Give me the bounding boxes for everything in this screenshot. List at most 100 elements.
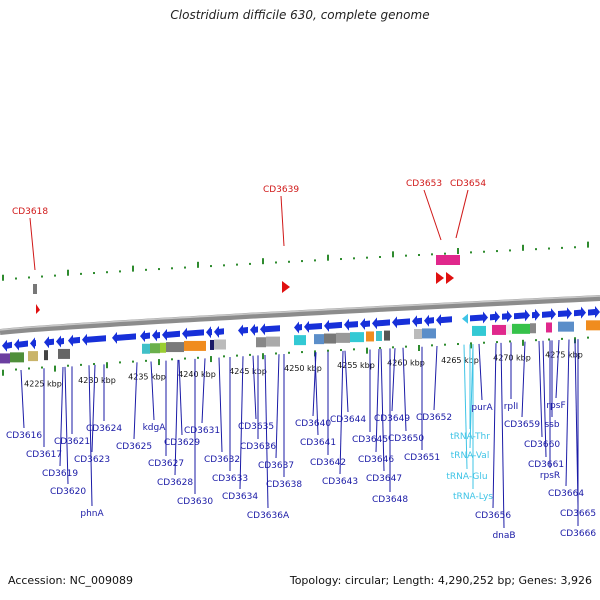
inner-tick (158, 359, 160, 366)
label-line (314, 352, 319, 436)
gene-label: dnaB (492, 531, 515, 541)
inner-tick (171, 358, 173, 361)
gene-label: CD3643 (322, 477, 358, 487)
outer-tick (249, 262, 251, 265)
scale-ticks (2, 241, 589, 376)
annotation-box (266, 336, 280, 347)
inner-tick (197, 356, 199, 359)
annotation-track (0, 320, 600, 364)
annotation-box (546, 322, 552, 333)
gene-arrow (2, 339, 12, 352)
gene-arrow (392, 316, 410, 329)
inner-tick (262, 353, 264, 360)
inner-tick (548, 338, 550, 341)
annotation-box (512, 323, 530, 334)
gene-label: CD3641 (300, 438, 336, 448)
gene-label: CD3636A (247, 511, 290, 521)
annotation-box (150, 343, 160, 354)
gene-arrow (514, 309, 530, 322)
gene-label: CD3656 (475, 511, 511, 521)
outer-tick (301, 260, 303, 263)
annotation-box (350, 332, 364, 343)
annotation-box (0, 353, 10, 364)
gene-label: CD3631 (184, 426, 220, 436)
gene-label: phnA (80, 509, 104, 519)
label-line (344, 350, 349, 413)
annotation-box (384, 330, 390, 341)
scale-label: 4275 kbp (545, 351, 583, 360)
scale-label: 4255 kbp (337, 361, 375, 370)
outer-tick (431, 253, 433, 256)
outer-tick (548, 247, 550, 250)
inner-tick (405, 345, 407, 348)
outer-tick (184, 266, 186, 269)
label-line (201, 358, 206, 424)
gene-arrow (502, 310, 512, 323)
label-line (339, 350, 344, 475)
inner-tick (496, 341, 498, 344)
gene-label: purA (471, 403, 493, 413)
label-line (565, 339, 570, 487)
label-line (252, 355, 257, 420)
gene-arrow (574, 306, 586, 319)
gene-label: CD3624 (86, 424, 122, 434)
gene-label: CD3638 (266, 480, 302, 490)
label-line (538, 340, 543, 438)
outer-tick (54, 274, 56, 277)
gene-arrow (140, 330, 150, 343)
label-line (264, 355, 269, 509)
inner-tick (444, 343, 446, 346)
label-line (239, 356, 244, 490)
inner-tick (340, 349, 342, 352)
gene-label: rpsR (540, 471, 560, 481)
outer-tick (119, 270, 121, 273)
scale-label: 4240 kbp (178, 370, 216, 379)
label-line (88, 365, 93, 507)
gene-arrow (214, 325, 224, 338)
gene-arrow (162, 328, 180, 341)
map-title: Clostridium difficile 630, complete geno… (170, 8, 430, 22)
gene-label: CD3637 (258, 461, 294, 471)
gene-label: CD3649 (374, 414, 410, 424)
gene-label: CD3664 (548, 489, 584, 499)
scale-label: 4260 kbp (387, 359, 425, 368)
gene-label: tRNA-Thr (450, 432, 490, 442)
inner-tick (28, 367, 30, 370)
gene-label: rplI (504, 402, 519, 412)
outer-tick (41, 275, 43, 278)
inner-tick (301, 351, 303, 354)
gene-label: CD3632 (204, 455, 240, 465)
gene-label: rpsF (546, 401, 565, 411)
outer-tick (392, 251, 394, 258)
annotation-box (184, 340, 206, 351)
gene-label: tRNA-Lys (453, 492, 493, 502)
gene-label: CD3651 (404, 453, 440, 463)
annotation-box (160, 342, 166, 353)
label-line (178, 359, 183, 436)
outer-tick (197, 261, 199, 268)
inner-tick (353, 348, 355, 351)
gene-label: ssb (544, 420, 559, 430)
gene-arrow (250, 323, 258, 336)
inner-tick (535, 339, 537, 342)
annotation-box (314, 334, 324, 345)
cd3653-arrow (436, 272, 444, 284)
gene-label: CD3635 (238, 422, 274, 432)
inner-tick (470, 342, 472, 349)
outer-tick (470, 251, 472, 254)
gene-label: CD3623 (74, 455, 110, 465)
cd3639-arrow (282, 281, 290, 293)
top-features: CD3618 CD3639 CD3653 CD3654 (12, 179, 486, 314)
inner-tick (119, 361, 121, 364)
outer-tick (522, 244, 524, 251)
outer-tick (457, 248, 459, 255)
outer-tick (223, 264, 225, 267)
inner-tick (431, 344, 433, 347)
outer-tick (379, 255, 381, 258)
gene-label: CD3617 (26, 450, 62, 460)
inner-tick (561, 337, 563, 340)
gene-arrow (68, 334, 80, 347)
label-line (218, 357, 223, 453)
outer-tick (509, 249, 511, 252)
